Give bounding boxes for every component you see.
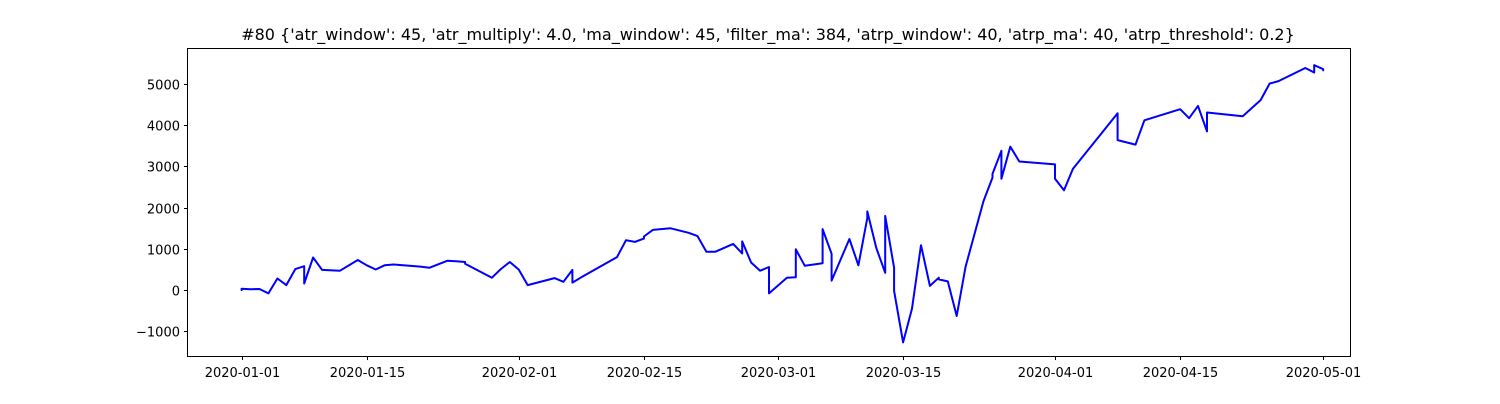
series-line bbox=[240, 64, 1325, 344]
y-tick-label: 3000 bbox=[147, 161, 180, 176]
x-tick-label: 2020-03-15 bbox=[866, 366, 942, 381]
y-tick-label: 5000 bbox=[147, 79, 180, 94]
x-tick-label: 2020-03-01 bbox=[741, 366, 817, 381]
x-tick-label: 2020-04-15 bbox=[1143, 366, 1219, 381]
x-tick-label: 2020-04-01 bbox=[1018, 366, 1094, 381]
y-tick-label: 4000 bbox=[147, 120, 180, 135]
x-tick-label: 2020-02-01 bbox=[482, 366, 558, 381]
y-tick-label: 1000 bbox=[147, 244, 180, 259]
y-tick-label: 0 bbox=[172, 285, 180, 300]
y-tick-label: 2000 bbox=[147, 203, 180, 218]
plot-frame bbox=[187, 48, 1351, 357]
x-axis: 2020-01-01 2020-01-15 2020-02-01 2020-02-15… bbox=[205, 356, 1362, 381]
y-axis: −1000 0 1000 2000 3000 4000 5000 bbox=[136, 79, 188, 341]
x-tick-label: 2020-01-01 bbox=[205, 366, 281, 381]
y-tick-label: −1000 bbox=[136, 326, 180, 341]
plot-area bbox=[240, 64, 1325, 344]
chart-title: #80 {'atr_window': 45, 'atr_multiply': 4… bbox=[241, 25, 1295, 45]
x-tick-label: 2020-05-01 bbox=[1286, 366, 1362, 381]
x-tick-label: 2020-02-15 bbox=[607, 366, 683, 381]
x-tick-label: 2020-01-15 bbox=[330, 366, 406, 381]
